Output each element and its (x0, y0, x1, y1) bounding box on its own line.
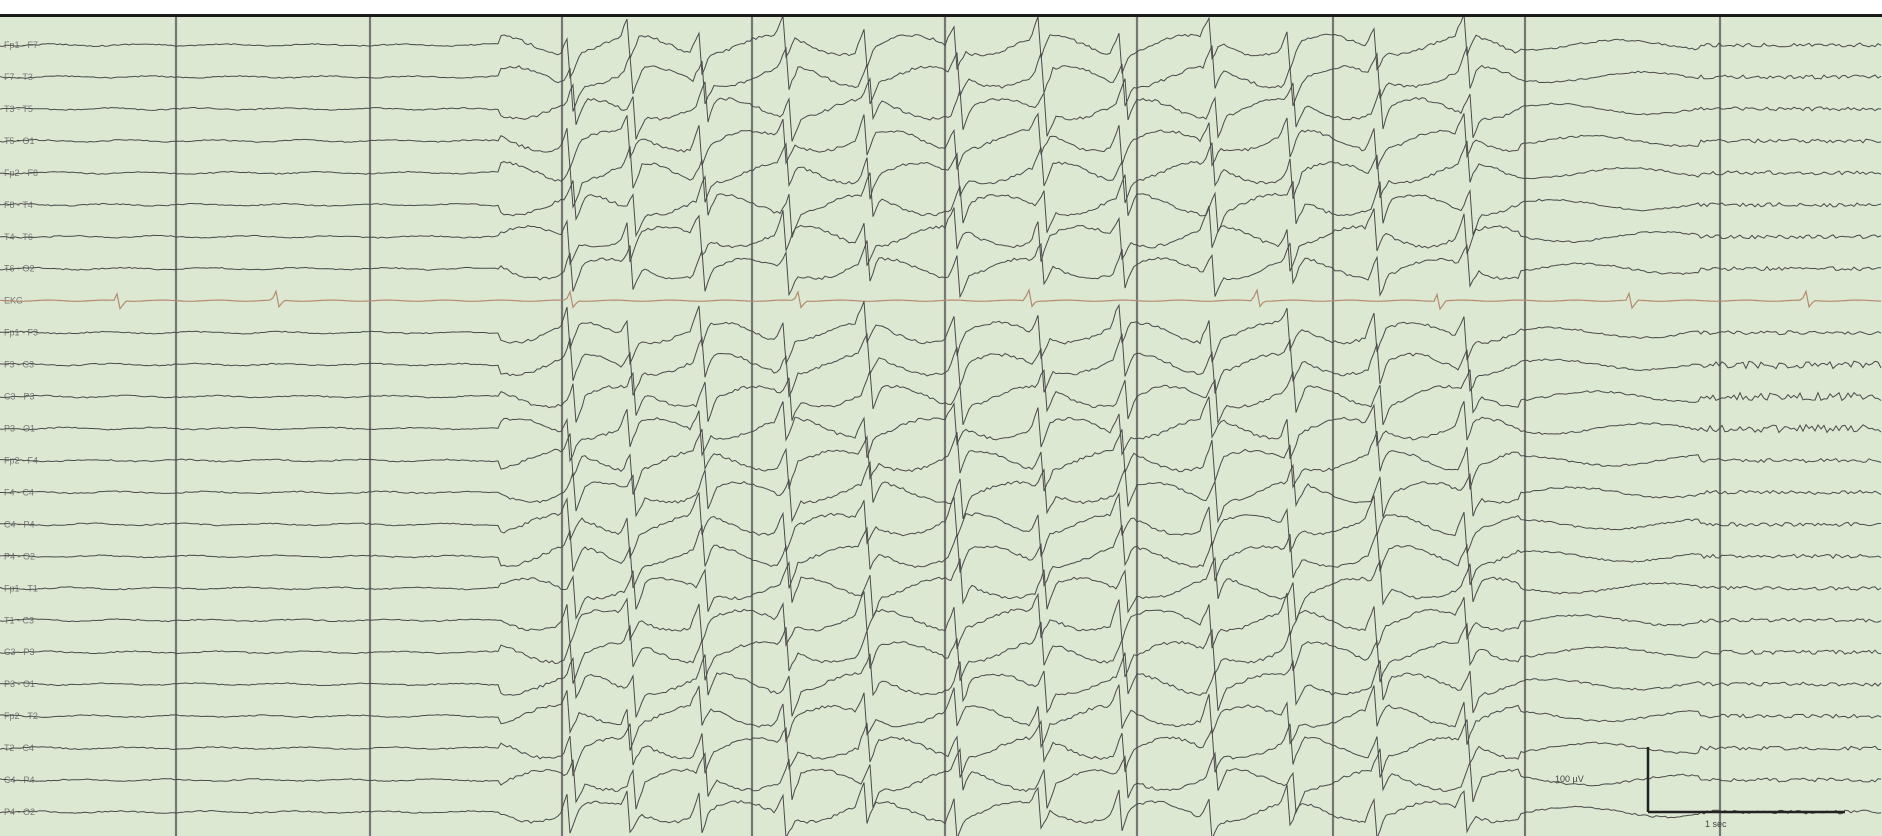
time-scale-label: 1 sec (1705, 819, 1727, 829)
channel-label: P3 - O1 (4, 679, 35, 689)
eeg-channel-trace (0, 45, 1882, 112)
eeg-channel-trace (0, 17, 1882, 79)
eeg-channel-trace (0, 140, 1882, 209)
eeg-channel-trace (0, 112, 1882, 170)
ekg-trace (0, 288, 1882, 311)
channel-label: T1 - C3 (4, 615, 34, 625)
eeg-recording-panel: Fp1 - F7 F7 - T3 T3 - T5 T5 - O1 Fp2 - F8 F8 … (0, 14, 1882, 836)
eeg-channel-trace (0, 396, 1882, 463)
eeg-channel-trace (0, 460, 1882, 524)
eeg-channel-trace (0, 240, 1882, 299)
eeg-channel-trace (0, 205, 1882, 272)
eeg-channel-trace (0, 747, 1882, 815)
eeg-channel-trace (0, 684, 1882, 751)
channel-label: T4 - T6 (4, 232, 33, 242)
channel-label: F8 - T4 (4, 200, 33, 210)
eeg-channel-trace (0, 719, 1882, 778)
second-dividers (174, 17, 1722, 836)
eeg-channel-trace (0, 782, 1882, 836)
scale-bar: 100 µV 1 sec (1555, 747, 1845, 829)
eeg-channel-trace (0, 491, 1882, 559)
amplitude-scale-label: 100 µV (1555, 774, 1584, 784)
eeg-channel-trace (0, 621, 1882, 684)
channel-label: Fp2 - F4 (4, 455, 38, 465)
channel-label: P4 - O2 (4, 551, 35, 561)
eeg-channel-trace (0, 428, 1882, 495)
eeg-channel-trace (0, 172, 1882, 238)
channel-label: Fp1 - F7 (4, 40, 38, 50)
eeg-channel-trace (0, 369, 1882, 425)
eeg-channel-trace (0, 76, 1882, 142)
eeg-channel-trace (0, 556, 1882, 622)
channel-label: Fp1 - T1 (4, 583, 38, 593)
channel-label: T3 - T5 (4, 104, 33, 114)
channel-traces (0, 17, 1882, 836)
channel-label: Fp2 - F8 (4, 168, 38, 178)
eeg-channel-trace (0, 591, 1882, 649)
channel-label: Fp2 - T2 (4, 711, 38, 721)
eeg-channel-trace (0, 301, 1882, 366)
eeg-channel-trace (0, 332, 1882, 399)
channel-label: F7 - T3 (4, 72, 33, 82)
channel-label: Fp1 - F3 (4, 328, 38, 338)
eeg-channel-trace (0, 524, 1882, 589)
eeg-channel-trace (0, 652, 1882, 718)
